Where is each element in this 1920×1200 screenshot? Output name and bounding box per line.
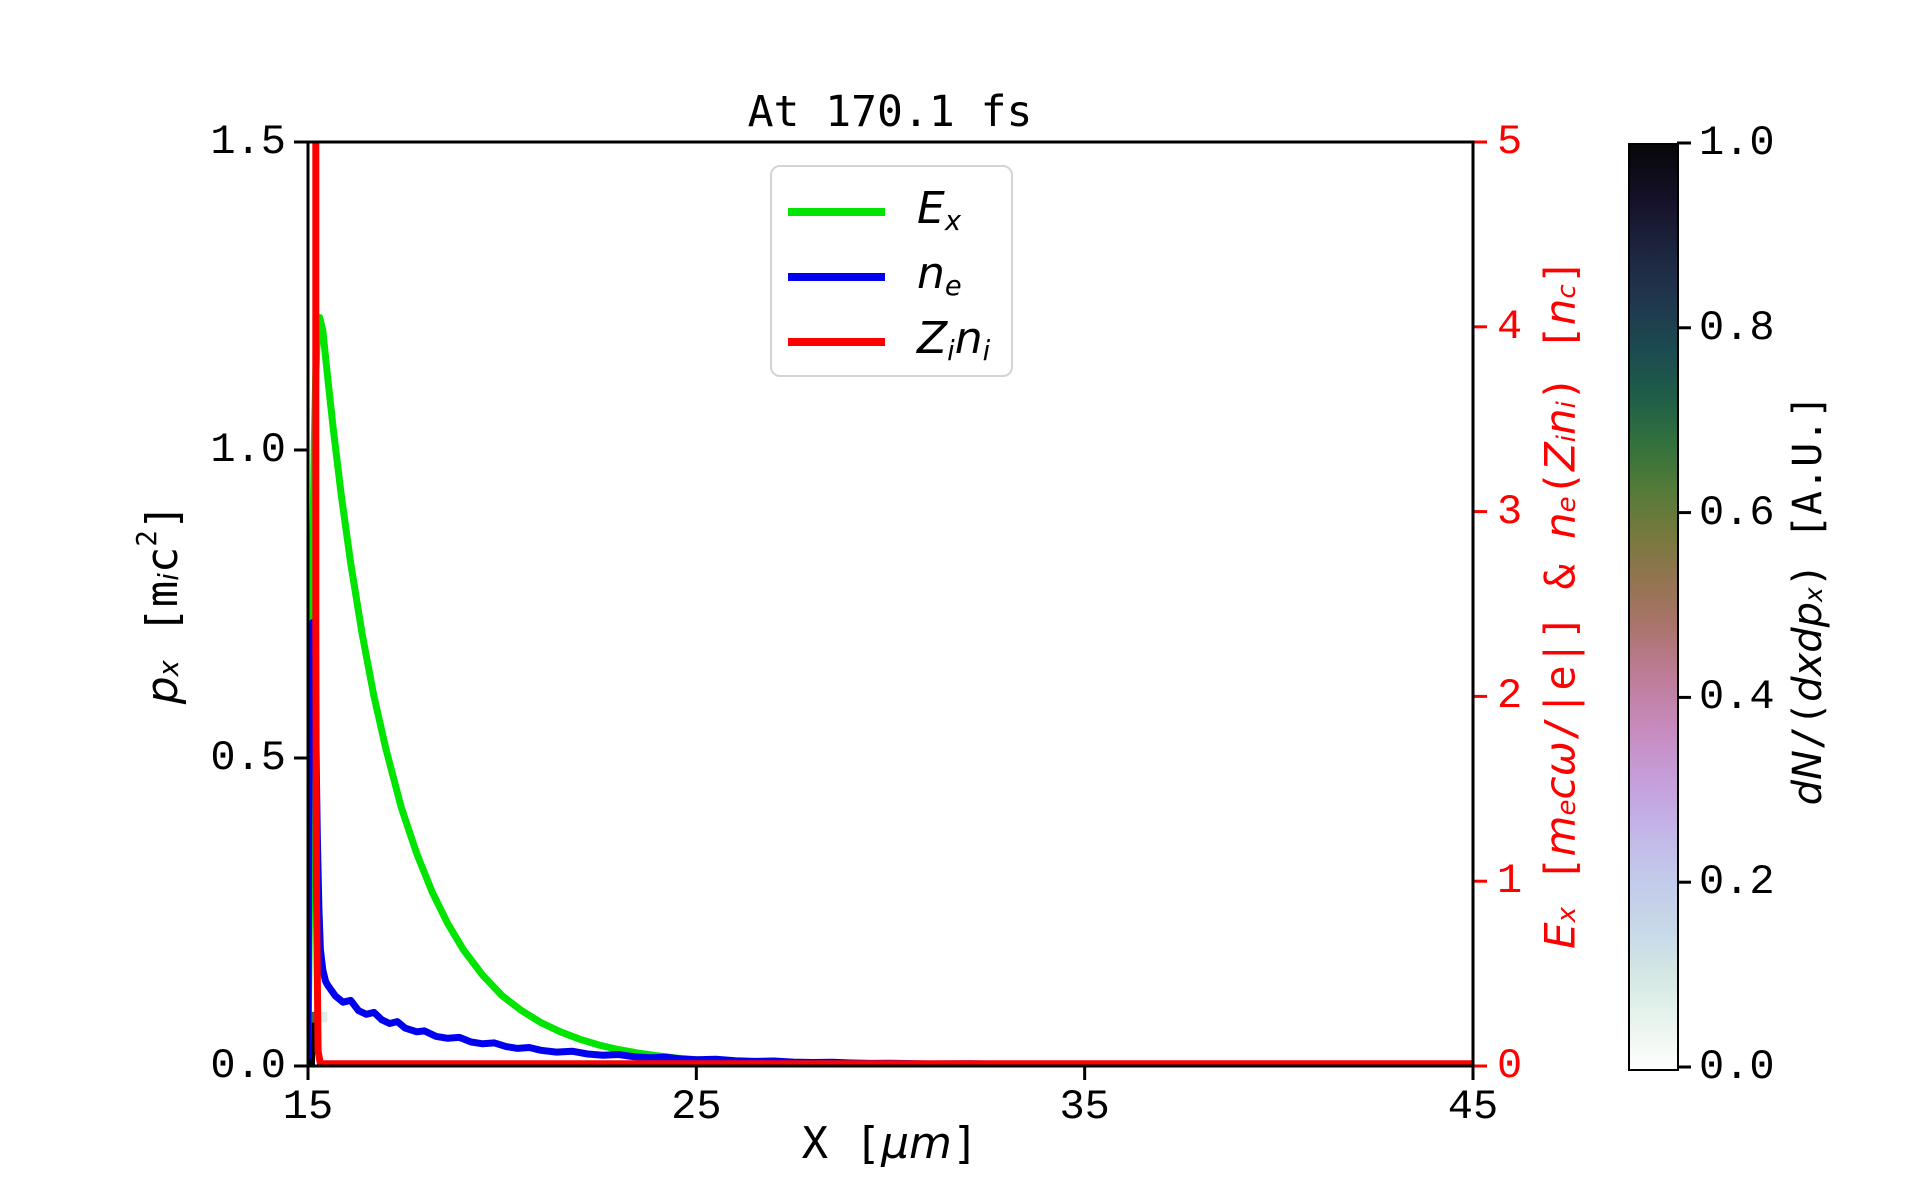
y-right-tick-label: 5 [1497,118,1523,166]
y-right-tick-label: 2 [1497,672,1523,721]
y-right-axis-label: Ex [mecω/|e|] & ne(Zini) [nc] [1535,259,1585,949]
legend-item-ne: ne [772,244,1011,309]
colorbar-tick-label: 0.6 [1699,488,1775,537]
colorbar-tick-label: 0.0 [1699,1043,1775,1091]
y-right-tick-label: 0 [1497,1042,1523,1090]
legend-line-sample [788,207,885,216]
colorbar-tick-label: 1.0 [1699,119,1775,167]
legend-line-sample [788,337,885,346]
y-right-tick-label: 4 [1497,302,1523,351]
x-tick-label: 45 [1447,1083,1499,1131]
legend-item-label: ne [917,248,962,303]
y-left-tick-label: 1.0 [210,426,286,474]
ex-curve [308,314,1473,1066]
y-left-axis-label: px [mic2] [132,503,188,705]
y-right-tick-label: 1 [1497,857,1523,906]
colorbar [1628,143,1679,1071]
y-left-tick-label: 1.5 [210,118,286,166]
colorbar-tick-label: 0.8 [1699,303,1775,352]
legend-line-sample [788,272,885,281]
curves [308,142,1473,1066]
x-tick-label: 35 [1059,1083,1110,1131]
x-axis-label: X [μm] [801,1118,979,1169]
y-left-tick-label: 0.0 [210,1042,286,1090]
legend: Ex ne Zini [770,165,1013,377]
y-left-tick-label: 0.5 [210,734,286,782]
legend-item-zini: Zini [772,309,1011,374]
legend-item-label: Ex [917,183,961,238]
zini-curve [312,142,1473,1066]
colorbar-label: dN/(dxdpx) [A.U.] [1785,394,1831,806]
x-tick-label: 15 [282,1083,334,1131]
x-tick-label: 25 [671,1083,722,1131]
plot-title: At 170.1 fs [747,87,1033,137]
y-right-tick-label: 3 [1497,487,1523,536]
legend-item-label: Zini [917,313,991,368]
colorbar-tick-label: 0.2 [1699,858,1775,907]
plot-border [306,140,1475,1068]
tick-marks [294,140,1691,1080]
colorbar-tick-label: 0.4 [1699,673,1775,722]
legend-item-ex: Ex [772,179,1011,244]
ne-curve [308,619,1473,1066]
